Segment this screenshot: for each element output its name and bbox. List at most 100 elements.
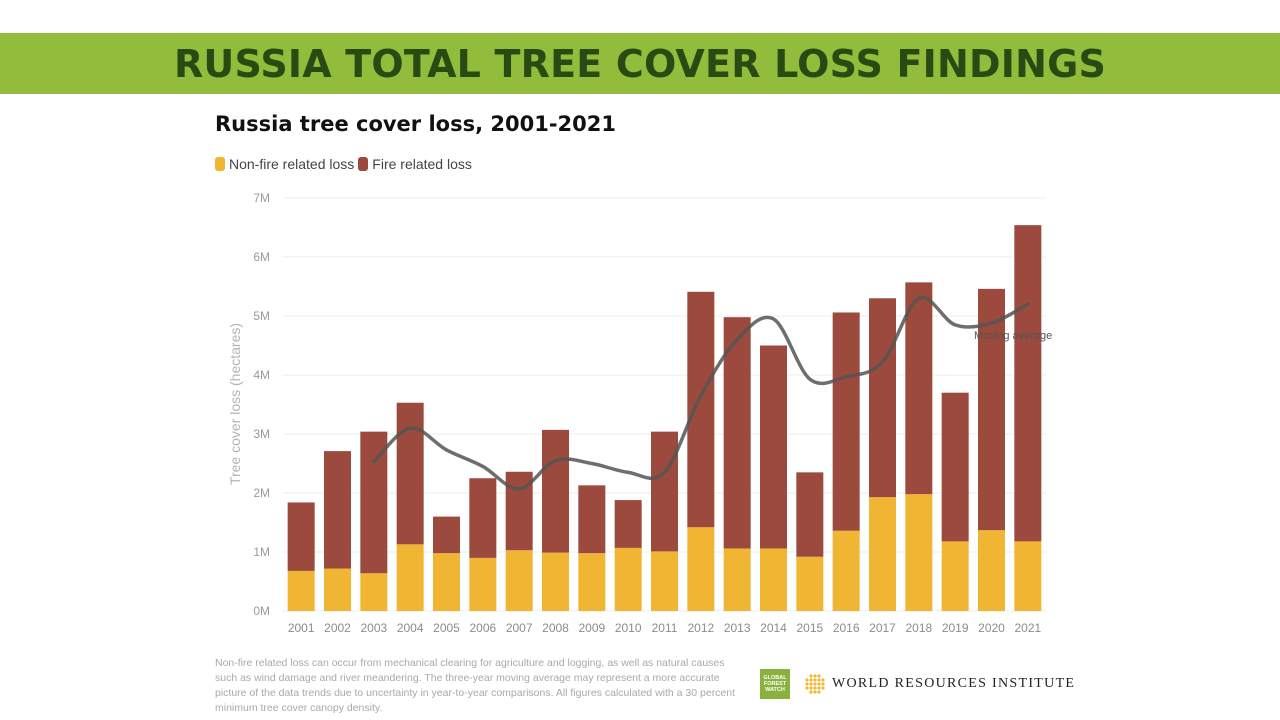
- y-tick-label: 1M: [253, 545, 270, 559]
- x-tick-label: 2010: [615, 621, 642, 635]
- bar-fire-2020: [978, 288, 1005, 531]
- bar-non-fire-2003: [360, 573, 388, 611]
- wri-dot: [817, 690, 821, 694]
- bar-non-fire-2009: [578, 553, 606, 611]
- bar-non-fire-2006: [469, 557, 497, 611]
- y-tick-label: 3M: [253, 427, 270, 441]
- bar-non-fire-2002: [324, 568, 351, 611]
- bar-non-fire-2013: [723, 548, 751, 611]
- bar-non-fire-2021: [1014, 541, 1042, 611]
- wri-name: WORLD RESOURCES INSTITUTE: [832, 676, 1076, 691]
- gfw-logo-line3: WATCH: [765, 687, 785, 693]
- wri-dot: [817, 686, 821, 690]
- bar-non-fire-2019: [941, 541, 969, 611]
- bar-fire-2006: [469, 478, 497, 558]
- bar-fire-2015: [796, 472, 824, 557]
- x-tick-label: 2014: [760, 621, 787, 635]
- bar-non-fire-2015: [796, 556, 824, 611]
- x-tick-label: 2005: [433, 621, 460, 635]
- bar-fire-2003: [360, 431, 388, 574]
- bar-non-fire-2014: [760, 548, 787, 611]
- bar-fire-2001: [287, 502, 315, 571]
- x-tick-label: 2018: [905, 621, 932, 635]
- gfw-logo-line1: GLOBAL: [763, 675, 787, 681]
- bar-fire-2017: [869, 298, 896, 498]
- bar-non-fire-2010: [614, 547, 642, 611]
- footnote: Non-fire related loss can occur from mec…: [215, 657, 736, 714]
- x-tick-label: 2001: [288, 621, 315, 635]
- bar-fire-2012: [687, 291, 715, 528]
- y-axis-label: Tree cover loss (hectares): [227, 323, 243, 485]
- bar-non-fire-2017: [869, 497, 896, 611]
- bar-fire-2004: [396, 402, 424, 545]
- bar-fire-2005: [433, 516, 460, 554]
- wri-dot: [809, 686, 813, 690]
- x-tick-label: 2015: [796, 621, 823, 635]
- x-tick-label: 2011: [652, 621, 678, 635]
- y-tick-label: 6M: [253, 250, 270, 264]
- bar-non-fire-2004: [396, 544, 424, 611]
- moving-average-label: Moving average: [974, 330, 1052, 342]
- x-tick-label: 2021: [1014, 621, 1041, 635]
- bar-non-fire-2016: [832, 530, 860, 611]
- wri-dot: [821, 678, 825, 682]
- bar-fire-2011: [651, 431, 678, 552]
- bar-non-fire-2001: [287, 570, 315, 611]
- legend-swatch-non-fire: [215, 157, 225, 171]
- chart-title: Russia tree cover loss, 2001-2021: [215, 112, 616, 136]
- bar-fire-2021: [1014, 225, 1042, 542]
- bar-non-fire-2018: [905, 494, 933, 611]
- bar-fire-2008: [542, 429, 569, 553]
- x-tick-label: 2006: [469, 621, 496, 635]
- bar-non-fire-2011: [651, 551, 678, 611]
- x-tick-label: 2002: [324, 621, 351, 635]
- wri-dot: [813, 678, 817, 682]
- y-tick-label: 2M: [253, 486, 270, 500]
- bar-fire-2013: [723, 317, 751, 549]
- wri-dot: [817, 678, 821, 682]
- wri-dot: [821, 686, 825, 690]
- wri-dot: [805, 686, 809, 690]
- y-tick-label: 4M: [253, 368, 270, 382]
- wri-dot: [809, 690, 813, 694]
- x-tick-label: 2008: [542, 621, 569, 635]
- bar-non-fire-2012: [687, 527, 715, 611]
- gfw-logo-line2: FOREST: [763, 681, 787, 687]
- x-tick-label: 2013: [724, 621, 751, 635]
- wri-dot: [813, 686, 817, 690]
- bar-non-fire-2020: [978, 530, 1005, 611]
- legend-item-fire: Fire related loss: [358, 156, 472, 172]
- x-tick-label: 2020: [978, 621, 1005, 635]
- title-banner: RUSSIA TOTAL TREE COVER LOSS FINDINGS: [0, 33, 1280, 94]
- page-title: RUSSIA TOTAL TREE COVER LOSS FINDINGS: [173, 41, 1107, 86]
- legend-label-fire: Fire related loss: [372, 156, 472, 172]
- bar-non-fire-2008: [542, 552, 569, 611]
- wri-dot: [813, 682, 817, 686]
- x-tick-label: 2017: [869, 621, 896, 635]
- legend-label-non-fire: Non-fire related loss: [229, 156, 355, 172]
- wri-dot: [805, 678, 809, 682]
- bar-non-fire-2005: [433, 553, 460, 611]
- wri-logo: WORLD RESOURCES INSTITUTE: [805, 674, 1075, 694]
- x-tick-label: 2016: [833, 621, 860, 635]
- bar-fire-2019: [941, 392, 969, 542]
- y-tick-label: 7M: [253, 191, 270, 205]
- bar-fire-2002: [324, 451, 351, 569]
- wri-dot: [821, 682, 825, 686]
- x-tick-label: 2009: [578, 621, 605, 635]
- x-tick-label: 2003: [360, 621, 387, 635]
- wri-dot: [817, 682, 821, 686]
- wri-mark-icon: [805, 674, 825, 694]
- x-tick-label: 2004: [397, 621, 424, 635]
- bar-fire-2014: [760, 345, 787, 549]
- x-tick-label: 2012: [687, 621, 714, 635]
- bar-non-fire-2007: [505, 550, 533, 611]
- x-tick-label: 2007: [506, 621, 533, 635]
- wri-dot: [813, 674, 817, 678]
- wri-dot: [817, 674, 821, 678]
- gfw-logo: GLOBAL FOREST WATCH: [760, 669, 790, 699]
- moving-average-line: [372, 295, 1030, 491]
- y-tick-label: 5M: [253, 309, 270, 323]
- x-tick-label: 2019: [942, 621, 969, 635]
- wri-dot: [809, 678, 813, 682]
